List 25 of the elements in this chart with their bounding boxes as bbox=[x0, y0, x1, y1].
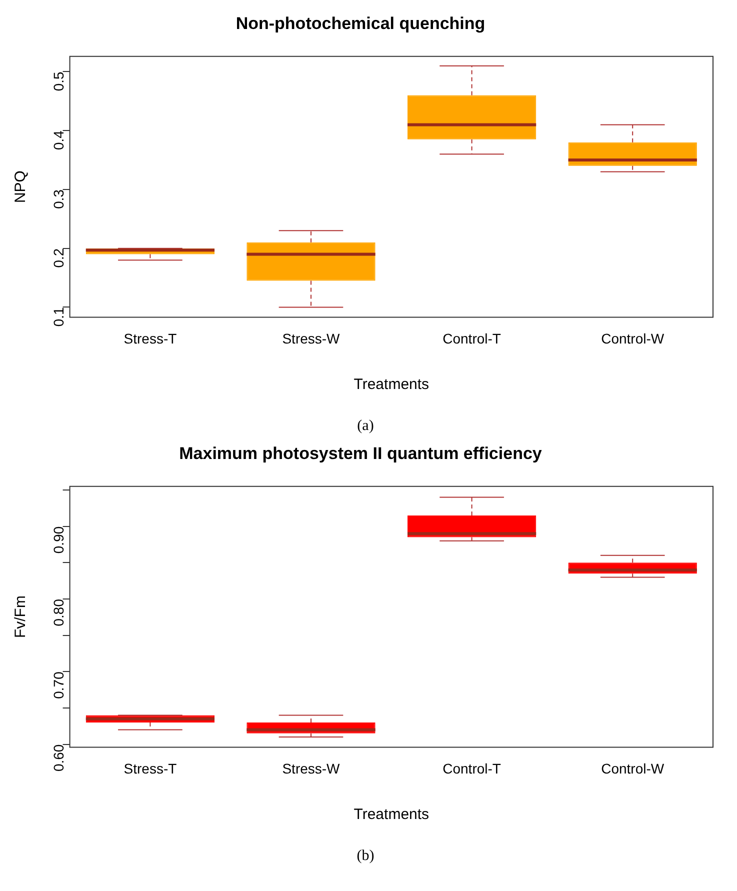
y-tick-label: 0.60 bbox=[50, 744, 67, 772]
x-tick-label: Control-T bbox=[442, 330, 502, 346]
y-tick-label: 0.70 bbox=[50, 671, 67, 699]
y-tick-label: 0.2 bbox=[50, 248, 67, 268]
x-axis-title: Treatments bbox=[354, 376, 430, 394]
y-tick-label: 0.3 bbox=[50, 189, 67, 209]
x-tick-label: Control-W bbox=[601, 760, 665, 776]
x-tick-label: Stress-W bbox=[282, 760, 341, 776]
chart-title: Non-photochemical quenching bbox=[236, 14, 486, 33]
y-axis-title: NPQ bbox=[12, 170, 30, 204]
text: (b) bbox=[356, 848, 374, 864]
x-axis-title: Treatments bbox=[354, 806, 430, 824]
x-tick-label: Control-W bbox=[601, 330, 665, 346]
y-tick-label: 0.5 bbox=[50, 72, 67, 92]
x-tick-label: Control-T bbox=[442, 760, 502, 776]
x-tick-label: Stress-T bbox=[124, 760, 178, 776]
y-tick-label: 0.80 bbox=[50, 598, 67, 626]
y-axis-title: Fv/Fm bbox=[12, 596, 30, 638]
y-tick-label: 0.4 bbox=[50, 130, 67, 150]
text: (a) bbox=[357, 418, 374, 434]
x-tick-label: Stress-T bbox=[124, 330, 178, 346]
y-tick-label: 0.1 bbox=[50, 306, 67, 327]
x-tick-label: Stress-W bbox=[282, 330, 341, 346]
y-tick-label: 0.90 bbox=[50, 526, 67, 554]
chart-title: Maximum photosystem II quantum efficiency bbox=[179, 444, 542, 463]
